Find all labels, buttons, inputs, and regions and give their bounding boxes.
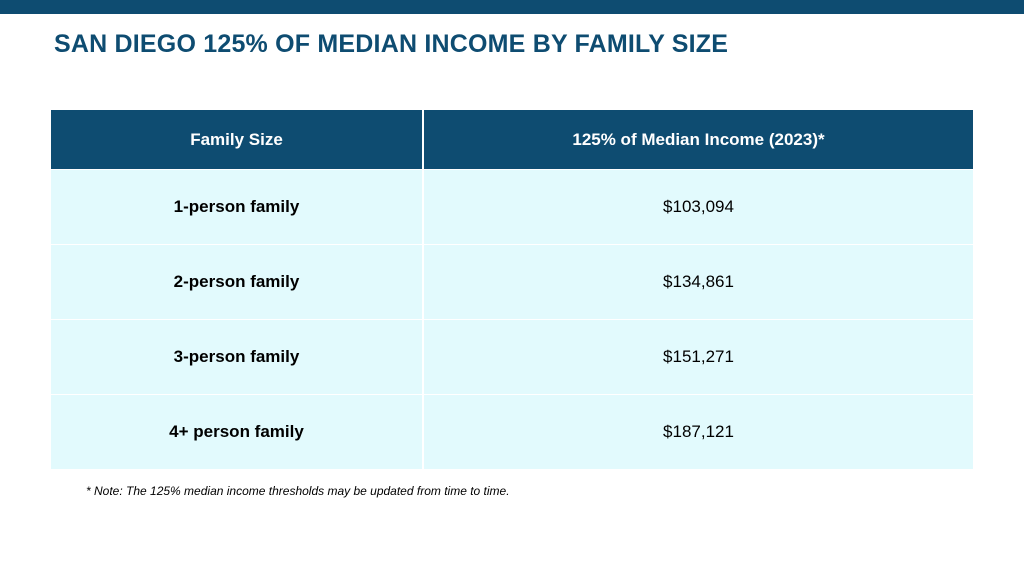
income-cell: $103,094	[423, 169, 973, 245]
family-size-cell: 4+ person family	[51, 394, 424, 469]
footnote: * Note: The 125% median income threshold…	[86, 484, 510, 498]
family-size-cell: 3-person family	[51, 319, 424, 395]
column-header-family-size: Family Size	[51, 110, 424, 170]
family-size-cell: 1-person family	[51, 169, 424, 245]
income-cell: $187,121	[423, 394, 973, 469]
top-accent-bar	[0, 0, 1024, 14]
page-title: SAN DIEGO 125% OF MEDIAN INCOME BY FAMIL…	[54, 30, 729, 58]
column-header-median-income: 125% of Median Income (2023)*	[423, 110, 973, 170]
table-row: 3-person family $151,271	[51, 319, 973, 395]
income-table: Family Size 125% of Median Income (2023)…	[51, 110, 973, 469]
table-header-row: Family Size 125% of Median Income (2023)…	[51, 110, 973, 170]
table-row: 4+ person family $187,121	[51, 394, 973, 469]
income-cell: $134,861	[423, 244, 973, 320]
table-row: 2-person family $134,861	[51, 244, 973, 320]
income-cell: $151,271	[423, 319, 973, 395]
family-size-cell: 2-person family	[51, 244, 424, 320]
table-row: 1-person family $103,094	[51, 169, 973, 245]
